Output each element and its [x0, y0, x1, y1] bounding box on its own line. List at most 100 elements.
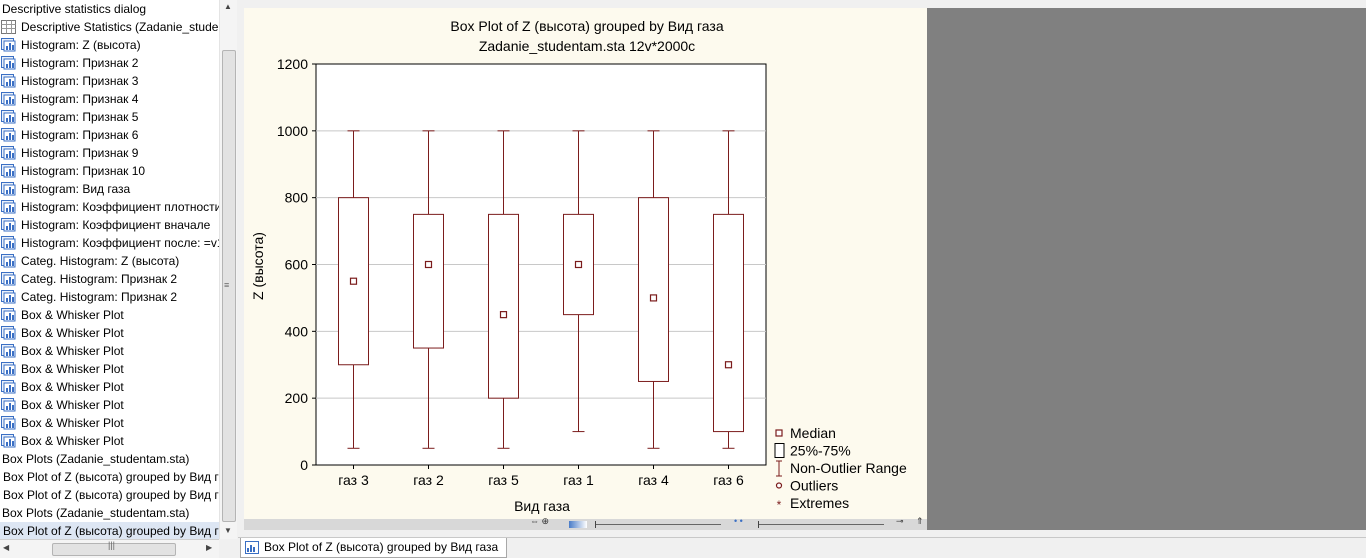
tree-item[interactable]: Histogram: Вид газа	[0, 180, 236, 198]
tree-item[interactable]: Box Plot of Z (высота) grouped by Вид га…	[0, 522, 236, 539]
scroll-left-arrow-icon[interactable]: ◀	[3, 543, 10, 552]
graph-icon	[1, 200, 16, 214]
tree-item-label: Histogram: Признак 5	[21, 110, 139, 124]
legend-extreme-icon: *	[777, 498, 782, 512]
gradient-swatch	[569, 521, 587, 528]
chart-title: Box Plot of Z (высота) grouped by Вид га…	[450, 18, 723, 34]
tree-item[interactable]: Box Plots (Zadanie_studentam.sta)	[0, 504, 236, 522]
graph-icon	[1, 236, 16, 250]
graph-icon	[1, 416, 16, 430]
tree-item[interactable]: Box Plot of Z (высота) grouped by Вид га…	[0, 486, 236, 504]
x-axis-label: Вид газа	[514, 498, 570, 514]
tree-item[interactable]: Box & Whisker Plot	[0, 324, 236, 342]
tree-item[interactable]: Histogram: Признак 4	[0, 90, 236, 108]
legend-label: 25%-75%	[790, 443, 851, 459]
tree-vertical-scrollbar[interactable]: ▲ ≡ ▼	[219, 0, 237, 539]
y-tick-label: 800	[285, 190, 309, 206]
scroll-grip-icon: ≡	[224, 280, 230, 290]
tree-item[interactable]: Categ. Histogram: Признак 2	[0, 270, 236, 288]
legend-label: Median	[790, 425, 836, 441]
tree-item-label: Box & Whisker Plot	[21, 398, 124, 412]
tree-item-label: Box & Whisker Plot	[21, 344, 124, 358]
tree-item[interactable]: Histogram: Коэффициент плотности	[0, 198, 236, 216]
collapse-toolbar-icon[interactable]: ⇑	[916, 516, 924, 526]
tree-item[interactable]: Histogram: Коэффициент после: =v1	[0, 234, 236, 252]
y-tick-label: 200	[285, 390, 309, 406]
empty-workspace-area	[927, 8, 1366, 530]
graph-icon	[1, 344, 16, 358]
scroll-right-arrow-icon[interactable]: ▶	[206, 543, 213, 552]
tree-item[interactable]: Histogram: Признак 10	[0, 162, 236, 180]
vertical-scroll-thumb[interactable]	[222, 50, 236, 522]
tree-item[interactable]: Histogram: Признак 6	[0, 126, 236, 144]
graph-icon	[1, 110, 16, 124]
tree-item[interactable]: Histogram: Коэффициент вначале	[0, 216, 236, 234]
chart-subtitle: Zadanie_studentam.sta 12v*2000c	[479, 38, 695, 54]
legend-label: Non-Outlier Range	[790, 460, 907, 476]
tab-box-plot-label: Box Plot of Z (высота) grouped by Вид га…	[264, 540, 499, 554]
scroll-up-arrow-icon[interactable]: ▲	[224, 2, 232, 11]
tree-item-label: Box & Whisker Plot	[21, 380, 124, 394]
box-iqr	[638, 197, 669, 382]
x-tick-label: газ 1	[563, 472, 594, 488]
legend-median-icon	[775, 429, 783, 437]
tree-item-label: Box & Whisker Plot	[21, 362, 124, 376]
tree-item[interactable]: Box Plots (Zadanie_studentam.sta)	[0, 450, 236, 468]
tree-item[interactable]: Histogram: Признак 3	[0, 72, 236, 90]
tree-item[interactable]: Descriptive statistics dialog	[0, 0, 236, 18]
tree-item[interactable]: Histogram: Признак 2	[0, 54, 236, 72]
tree-item-label: Histogram: Коэффициент плотности	[21, 200, 222, 214]
x-tick-label: газ 5	[488, 472, 519, 488]
tree-item-label: Categ. Histogram: Признак 2	[21, 290, 178, 304]
tree-item[interactable]: Box & Whisker Plot	[0, 306, 236, 324]
y-tick-label: 1200	[277, 56, 308, 72]
tree-item[interactable]: Categ. Histogram: Z (высота)	[0, 252, 236, 270]
tree-item[interactable]: Histogram: Z (высота)	[0, 36, 236, 54]
tree-item[interactable]: Box Plot of Z (высота) grouped by Вид га…	[0, 468, 236, 486]
legend-label: Outliers	[790, 478, 838, 494]
tree-item[interactable]: Box & Whisker Plot	[0, 360, 236, 378]
graph-document-icon	[245, 541, 259, 555]
tree-item[interactable]: Histogram: Признак 5	[0, 108, 236, 126]
tree-item[interactable]: Box & Whisker Plot	[0, 414, 236, 432]
x-tick-label: газ 6	[713, 472, 744, 488]
median-marker	[349, 277, 358, 285]
tree-item[interactable]: Box & Whisker Plot	[0, 432, 236, 450]
median-marker	[649, 294, 658, 302]
graph-icon	[1, 74, 16, 88]
document-tab-bar: Box Plot of Z (высота) grouped by Вид га…	[238, 537, 1366, 558]
tab-box-plot[interactable]: Box Plot of Z (высота) grouped by Вид га…	[240, 538, 508, 558]
graph-icon	[1, 434, 16, 448]
tree-item-label: Histogram: Признак 4	[21, 92, 139, 106]
workbook-tree-panel: Descriptive statistics dialog Descriptive…	[0, 0, 237, 539]
graph-icon	[1, 164, 16, 178]
tree-item[interactable]: Box & Whisker Plot	[0, 378, 236, 396]
tree-item-label: Box & Whisker Plot	[21, 326, 124, 340]
y-tick-label: 600	[285, 257, 309, 273]
graph-icon	[1, 56, 16, 70]
horizontal-scroll-thumb[interactable]	[52, 543, 176, 556]
tree-item[interactable]: Categ. Histogram: Признак 2	[0, 288, 236, 306]
graph-window: Box Plot of Z (высота) grouped by Вид га…	[244, 8, 927, 519]
tree-item-label: Histogram: Признак 10	[21, 164, 146, 178]
tree-item[interactable]: Box & Whisker Plot	[0, 396, 236, 414]
tree-item-label: Histogram: Коэффициент после: =v1	[21, 236, 224, 250]
tree-horizontal-scrollbar[interactable]: ◀ ||| ▶	[0, 539, 219, 558]
graph-icon	[1, 218, 16, 232]
zoom-key-icon[interactable]: ⊸	[896, 516, 904, 526]
graph-icon	[1, 326, 16, 340]
tree-item-label: Box & Whisker Plot	[21, 416, 124, 430]
box-plot-chart: Box Plot of Z (высота) grouped by Вид га…	[250, 18, 907, 514]
tree-item[interactable]: Box & Whisker Plot	[0, 342, 236, 360]
zoom-tools-icon[interactable]: ⇔ ⊕	[530, 516, 550, 526]
tree-item[interactable]: Descriptive Statistics (Zadanie_studenta…	[0, 18, 236, 36]
graph-icon	[1, 92, 16, 106]
tree-item-label: Categ. Histogram: Z (высота)	[21, 254, 180, 268]
graph-icon	[1, 128, 16, 142]
tree-item[interactable]: Histogram: Признак 9	[0, 144, 236, 162]
graph-icon	[1, 254, 16, 268]
tree-item-label: Box Plots (Zadanie_studentam.sta)	[2, 506, 190, 520]
spreadsheet-icon	[1, 20, 16, 34]
scroll-down-arrow-icon[interactable]: ▼	[224, 526, 232, 535]
box-iqr	[413, 213, 444, 349]
